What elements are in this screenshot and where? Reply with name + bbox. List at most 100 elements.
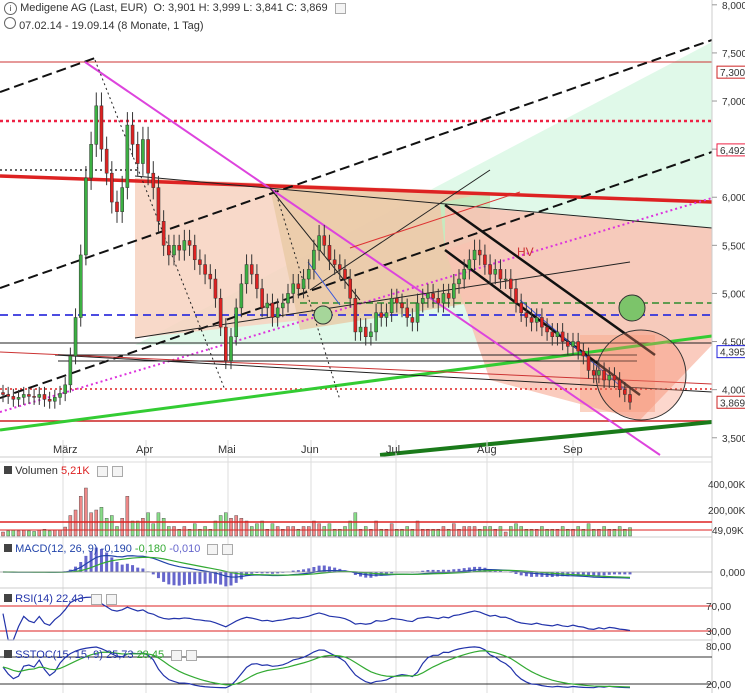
volume-bar [68, 515, 73, 537]
volume-bar [115, 526, 119, 537]
panel-settings-icon[interactable] [171, 649, 183, 661]
svg-text:80,00: 80,00 [706, 642, 731, 653]
chart-title: Medigene AG (Last, EUR) [20, 2, 148, 14]
main-price-panel [0, 39, 712, 457]
volume-bar [369, 529, 373, 537]
x-tick-label: März [53, 444, 77, 456]
price-tag-label: 7,300 [720, 68, 745, 79]
info-icon: i [4, 2, 17, 15]
candle-body [560, 331, 565, 342]
collapse-icon[interactable] [4, 594, 12, 602]
rsi-line [2, 596, 631, 641]
candle-body [597, 370, 601, 376]
candle-body [213, 278, 218, 299]
black-thin-fan-1 [134, 175, 712, 229]
candle-body [301, 278, 306, 289]
candle-body [519, 302, 523, 313]
circle-marker-green [618, 294, 646, 322]
volume-bar [239, 518, 244, 537]
panel-settings-icon[interactable] [207, 543, 219, 555]
volume-bar [135, 520, 140, 537]
macd-panel [0, 547, 712, 589]
candle-body [389, 298, 394, 313]
candle-body [47, 399, 52, 402]
candle-body [358, 326, 363, 333]
price-tag-label: 6,492 [720, 146, 745, 157]
price-tag-box [716, 65, 745, 79]
volume-bar [493, 529, 498, 537]
volume-bar [301, 526, 306, 537]
candle-body [255, 273, 259, 289]
volume-bar [213, 520, 218, 537]
volume-bar [208, 529, 213, 537]
volume-panel-title: Volumen 5,21K [4, 465, 123, 477]
circle-marker-small [313, 305, 333, 325]
candle-body [192, 245, 197, 261]
candle-body [426, 293, 430, 299]
candle-body [312, 249, 316, 270]
macd-label: MACD(12, 26, 9) [15, 543, 98, 555]
volume-bar [244, 520, 249, 537]
volume-bar [343, 526, 347, 537]
volume-bar [141, 518, 145, 537]
volume-bar [431, 529, 435, 537]
volume-bar [446, 529, 451, 537]
chart-header-line-1: i Medigene AG (Last, EUR) O: 3,901 H: 3,… [4, 2, 346, 15]
volume-bar [415, 520, 420, 537]
circle-marker-large [595, 329, 687, 421]
clock-icon [4, 17, 16, 29]
volume-bar [467, 526, 472, 537]
volume-bar [63, 526, 67, 537]
panel-close-icon[interactable] [111, 465, 123, 477]
volume-bar [172, 526, 176, 537]
chart-header-line-2: 07.02.14 - 19.09.14 (8 Monate, 1 Tag) [4, 17, 204, 32]
volume-bar [602, 526, 606, 537]
candle-body [488, 264, 492, 275]
candle-body [218, 298, 223, 328]
candle-body [156, 187, 161, 222]
candle-body [369, 331, 373, 337]
panel-settings-icon[interactable] [90, 593, 102, 605]
candle-body [130, 124, 135, 145]
candle-body [151, 172, 156, 188]
volume-bar [27, 530, 31, 537]
candle-body [224, 326, 228, 362]
candle-body [306, 269, 311, 280]
volume-bar [405, 526, 409, 537]
hv-annotation: HV [517, 245, 534, 259]
panel-close-icon[interactable] [186, 649, 198, 661]
panel-settings-icon[interactable] [96, 465, 108, 477]
volume-bar [498, 526, 503, 537]
volume-bar [218, 515, 223, 537]
candle-body [446, 293, 451, 299]
candle-body [203, 264, 207, 275]
y-tick-label: 4,500 [722, 338, 745, 349]
black-thin-fan-2 [134, 261, 631, 339]
candle-body [16, 397, 21, 400]
volume-bar [37, 530, 42, 537]
settings-icon[interactable] [334, 2, 346, 14]
candle-body [182, 240, 187, 251]
dotted-drop-line-1 [94, 59, 226, 391]
collapse-icon[interactable] [4, 650, 12, 658]
collapse-icon[interactable] [4, 466, 12, 474]
volume-bar [540, 526, 544, 537]
volume-bar [426, 529, 430, 537]
volume-bar [524, 529, 529, 537]
macd-histogram [1, 547, 632, 587]
dashed-channel-mid [0, 39, 712, 289]
panel-close-icon[interactable] [105, 593, 117, 605]
candle-body [84, 177, 88, 256]
macd-value-3: -0,010 [169, 543, 201, 555]
candle-body [441, 293, 446, 304]
candle-body [37, 394, 42, 398]
price-candles [1, 92, 632, 410]
candle-body [135, 144, 140, 164]
volume-bar [550, 529, 555, 537]
collapse-icon[interactable] [4, 544, 12, 552]
candle-body [462, 269, 466, 280]
candle-body [348, 278, 352, 299]
candle-body [540, 317, 544, 328]
panel-close-icon[interactable] [222, 543, 234, 555]
candle-body [291, 283, 295, 294]
